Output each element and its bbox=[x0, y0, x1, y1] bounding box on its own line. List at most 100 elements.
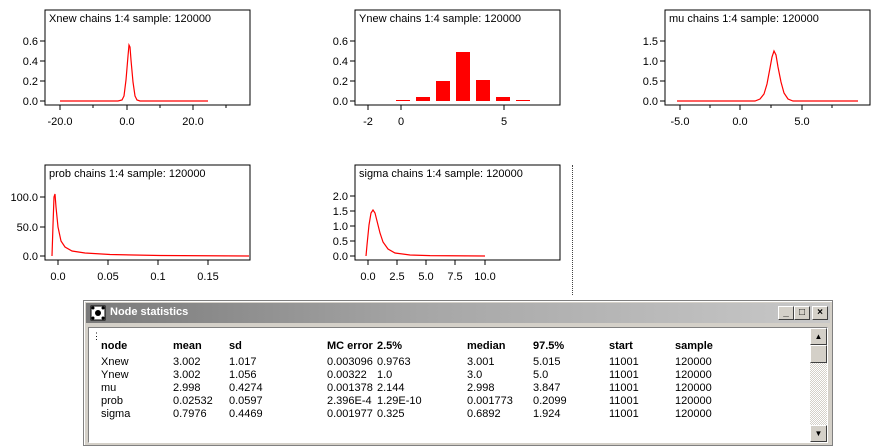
window-title: Node statistics bbox=[110, 306, 189, 318]
y-tick-label: 0.2 bbox=[23, 76, 38, 88]
table-cell[interactable]: 120000 bbox=[675, 369, 712, 381]
table-cell[interactable]: 120000 bbox=[675, 356, 712, 368]
y-tick-label: 0.6 bbox=[333, 36, 348, 48]
table-cell[interactable]: 1.29E-10 bbox=[377, 395, 422, 407]
plot-title: sigma chains 1:4 sample: 120000 bbox=[359, 168, 523, 180]
ynew-density-plot: Ynew chains 1:4 sample: 120000 0.6 0.4 0… bbox=[333, 9, 561, 128]
table-cell[interactable]: 1.924 bbox=[533, 408, 561, 420]
arrow-up-icon[interactable]: ▲ bbox=[810, 328, 827, 345]
pane-separator[interactable] bbox=[572, 165, 574, 295]
table-cell[interactable]: 0.003096 bbox=[327, 356, 373, 368]
density-curve bbox=[365, 208, 486, 257]
table-cell[interactable]: 2.396E-4 bbox=[327, 395, 372, 407]
table-cell[interactable]: mu bbox=[101, 382, 117, 394]
table-cell[interactable]: 0.001378 bbox=[327, 382, 373, 394]
plot-title: Ynew chains 1:4 sample: 120000 bbox=[359, 13, 521, 25]
table-cell[interactable]: 5.015 bbox=[533, 356, 561, 368]
density-curve bbox=[60, 42, 208, 102]
column-header-sd: sd bbox=[229, 340, 242, 352]
plot-title: prob chains 1:4 sample: 120000 bbox=[49, 168, 206, 180]
plot-frame bbox=[44, 164, 251, 261]
table-cell[interactable]: 0.00322 bbox=[327, 369, 367, 381]
y-tick-label: 2.0 bbox=[333, 191, 348, 203]
bar bbox=[416, 97, 430, 101]
table-cell[interactable]: 11001 bbox=[609, 382, 639, 394]
close-button[interactable]: × bbox=[812, 306, 828, 320]
table-cell[interactable]: 0.9763 bbox=[377, 356, 411, 368]
minimize-button[interactable]: _ bbox=[778, 306, 794, 320]
table-cell[interactable]: Xnew bbox=[101, 356, 129, 368]
table-cell[interactable]: prob bbox=[101, 395, 124, 407]
table-cell[interactable]: 0.001977 bbox=[327, 408, 373, 420]
column-header-sample: sample bbox=[675, 340, 713, 352]
plot-title: mu chains 1:4 sample: 120000 bbox=[669, 13, 819, 25]
column-header-97-5: 97.5% bbox=[533, 340, 565, 352]
y-tick-label: 0.6 bbox=[23, 36, 38, 48]
x-tick-label: -20.0 bbox=[47, 116, 72, 128]
y-axis: 0.6 0.4 0.2 0.0 bbox=[333, 36, 355, 108]
table-cell[interactable]: 0.325 bbox=[377, 408, 405, 420]
arrow-down-icon[interactable]: ▼ bbox=[810, 425, 827, 442]
statistics-table[interactable]: ⋮ node mean sd MC error 2.5% median 97.5… bbox=[89, 328, 810, 442]
y-tick-label: 0.0 bbox=[333, 96, 348, 108]
x-axis: -5.0 0.0 5.0 bbox=[671, 105, 833, 128]
table-cell[interactable]: 3.847 bbox=[533, 382, 561, 394]
x-tick-label: 20.0 bbox=[182, 116, 203, 128]
column-header-node: node bbox=[101, 340, 128, 352]
vertical-scrollbar[interactable]: ▲ ▼ bbox=[810, 328, 827, 442]
x-tick-label: 5 bbox=[501, 116, 507, 128]
x-tick-label: 0.0 bbox=[50, 271, 65, 283]
table-cell[interactable]: 2.998 bbox=[467, 382, 495, 394]
y-tick-label: 50.0 bbox=[17, 222, 38, 234]
row-marker: ⋮ bbox=[92, 331, 101, 341]
table-cell[interactable]: 11001 bbox=[609, 395, 639, 407]
table-cell[interactable]: 2.998 bbox=[173, 382, 201, 394]
x-tick-label: 2.5 bbox=[389, 271, 404, 283]
table-cell[interactable]: 5.0 bbox=[533, 369, 549, 381]
table-cell[interactable]: 3.001 bbox=[467, 356, 495, 368]
table-cell[interactable]: 120000 bbox=[675, 382, 712, 394]
scrollbar-thumb[interactable] bbox=[810, 345, 827, 363]
window-titlebar[interactable]: Node statistics _ □ × bbox=[86, 303, 830, 323]
x-axis: -20.0 0.0 20.0 bbox=[47, 105, 227, 128]
table-cell[interactable]: 0.02532 bbox=[173, 395, 213, 407]
table-cell[interactable]: 0.7976 bbox=[173, 408, 207, 420]
table-cell[interactable]: 11001 bbox=[609, 369, 639, 381]
table-cell[interactable]: 11001 bbox=[609, 408, 639, 420]
node-statistics-window[interactable]: Node statistics _ □ × ⋮ node mean sd MC … bbox=[83, 300, 833, 446]
x-tick-label: 0.0 bbox=[360, 271, 375, 283]
x-tick-label: 5.0 bbox=[794, 116, 809, 128]
mu-density-plot: mu chains 1:4 sample: 120000 1.5 1.0 0.5… bbox=[643, 9, 871, 128]
y-tick-label: 1.5 bbox=[643, 36, 658, 48]
y-tick-label: 0.5 bbox=[643, 76, 658, 88]
table-cell[interactable]: 2.144 bbox=[377, 382, 405, 394]
y-tick-label: 100.0 bbox=[10, 192, 38, 204]
table-cell[interactable]: 1.0 bbox=[377, 369, 393, 381]
table-cell[interactable]: 0.001773 bbox=[467, 395, 513, 407]
table-cell[interactable]: 1.056 bbox=[229, 369, 257, 381]
table-cell[interactable]: 3.002 bbox=[173, 356, 201, 368]
y-tick-label: 1.0 bbox=[333, 221, 348, 233]
x-tick-label: 7.5 bbox=[447, 271, 462, 283]
table-cell[interactable]: 3.0 bbox=[467, 369, 483, 381]
table-cell[interactable]: 1.017 bbox=[229, 356, 257, 368]
table-cell[interactable]: 0.2099 bbox=[533, 395, 567, 407]
x-axis: 0.0 2.5 5.0 7.5 10.0 bbox=[360, 260, 496, 283]
table-cell[interactable]: 0.6892 bbox=[467, 408, 501, 420]
table-cell[interactable]: 120000 bbox=[675, 408, 712, 420]
plot-frame bbox=[354, 9, 561, 106]
table-cell[interactable]: Ynew bbox=[101, 369, 129, 381]
table-cell[interactable]: 0.4469 bbox=[229, 408, 263, 420]
table-cell[interactable]: 120000 bbox=[675, 395, 712, 407]
statistics-panel[interactable]: ⋮ node mean sd MC error 2.5% median 97.5… bbox=[88, 327, 828, 443]
density-curve bbox=[51, 193, 250, 257]
y-tick-label: 0.0 bbox=[333, 251, 348, 263]
xnew-density-plot: Xnew chains 1:4 sample: 120000 0.6 0.4 0… bbox=[23, 9, 251, 128]
maximize-button[interactable]: □ bbox=[794, 306, 810, 320]
plot-title: Xnew chains 1:4 sample: 120000 bbox=[49, 13, 211, 25]
table-cell[interactable]: 0.4274 bbox=[229, 382, 263, 394]
table-cell[interactable]: 0.0597 bbox=[229, 395, 263, 407]
table-cell[interactable]: sigma bbox=[101, 408, 131, 420]
table-cell[interactable]: 3.002 bbox=[173, 369, 201, 381]
table-cell[interactable]: 11001 bbox=[609, 356, 639, 368]
